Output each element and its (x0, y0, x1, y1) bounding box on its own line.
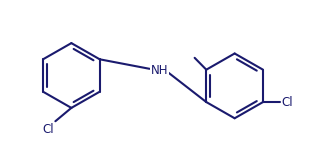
Text: NH: NH (151, 64, 168, 77)
Text: Cl: Cl (281, 96, 293, 109)
Text: Cl: Cl (42, 123, 54, 136)
